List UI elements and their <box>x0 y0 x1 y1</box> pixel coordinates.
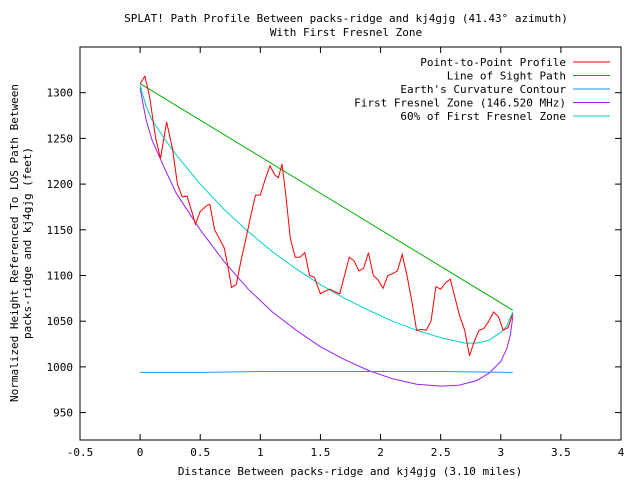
series-line-1 <box>139 83 514 311</box>
x-tick-label: 1.5 <box>311 446 331 459</box>
x-tick-label: -0.5 <box>67 446 94 459</box>
legend-label: 60% of First Fresnel Zone <box>400 110 566 123</box>
x-axis-label: Distance Between packs-ridge and kj4gjg … <box>178 465 522 478</box>
x-tick-label: 3.5 <box>551 446 571 459</box>
y-axis-label-line-1: Normalized Height Referenced To LOS Path… <box>8 84 21 402</box>
y-tick-label: 1050 <box>47 315 74 328</box>
series-line-4 <box>139 85 514 344</box>
y-tick-label: 1300 <box>47 87 74 100</box>
x-tick-label: 4 <box>618 446 625 459</box>
y-tick-label: 1200 <box>47 178 74 191</box>
series-line-0 <box>139 74 514 357</box>
series-line-2 <box>140 371 513 373</box>
x-tick-label: 2.5 <box>431 446 451 459</box>
y-axis-label-line-2: packs-ridge and kj4gjg (feet) <box>21 147 34 339</box>
legend-label: First Fresnel Zone (146.520 MHz) <box>354 97 566 110</box>
legend-label: Earth's Curvature Contour <box>400 83 566 96</box>
x-tick-label: 0.5 <box>190 446 210 459</box>
series-layer <box>139 74 514 387</box>
plot-frame <box>79 46 622 441</box>
axes-group: -0.5 0 0.5 1 1.5 2 2.5 3 3.5 4 950 1000 1050 1100 1150… <box>47 47 625 459</box>
chart-title: SPLAT! Path Profile Between packs-ridge … <box>124 12 568 25</box>
chart-subtitle: With First Fresnel Zone <box>270 26 422 39</box>
x-tick-label: 2 <box>377 446 384 459</box>
y-tick-label: 1000 <box>47 361 74 374</box>
x-tick-label: 0 <box>137 446 144 459</box>
legend-label: Point-to-Point Profile <box>420 56 566 69</box>
x-tick-label: 1 <box>257 446 264 459</box>
legend-label: Line of Sight Path <box>447 70 566 83</box>
y-tick-label: 1100 <box>47 269 74 282</box>
y-tick-label: 1150 <box>47 224 74 237</box>
y-tick-label: 1250 <box>47 132 74 145</box>
series-line-3 <box>139 88 514 387</box>
y-tick-label: 950 <box>53 407 73 420</box>
x-tick-label: 3 <box>497 446 504 459</box>
